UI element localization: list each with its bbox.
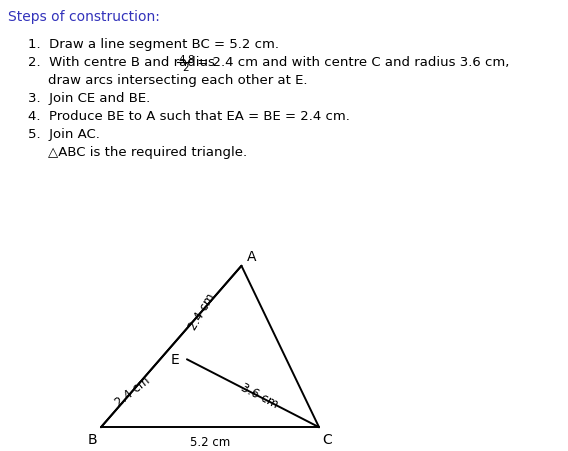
Text: 2.4 cm: 2.4 cm — [187, 290, 218, 331]
Text: 5.2 cm: 5.2 cm — [190, 435, 230, 448]
Text: 4.8: 4.8 — [178, 55, 195, 65]
Text: E: E — [170, 353, 179, 367]
Text: 4.  Produce BE to A such that EA = BE = 2.4 cm.: 4. Produce BE to A such that EA = BE = 2… — [28, 110, 350, 123]
Text: = 2.4 cm and with centre C and radius 3.6 cm,: = 2.4 cm and with centre C and radius 3.… — [193, 56, 509, 69]
Text: A: A — [247, 250, 256, 264]
Text: 2: 2 — [182, 63, 189, 73]
Text: 2.4 cm: 2.4 cm — [112, 374, 152, 409]
Text: 3.6 cm: 3.6 cm — [239, 381, 280, 410]
Text: △ABC is the required triangle.: △ABC is the required triangle. — [48, 146, 247, 159]
Text: 5.  Join AC.: 5. Join AC. — [28, 128, 100, 141]
Text: 1.  Draw a line segment BC = 5.2 cm.: 1. Draw a line segment BC = 5.2 cm. — [28, 38, 279, 51]
Text: B: B — [88, 433, 98, 446]
Text: 3.  Join CE and BE.: 3. Join CE and BE. — [28, 92, 151, 105]
Text: draw arcs intersecting each other at E.: draw arcs intersecting each other at E. — [48, 74, 307, 87]
Text: Steps of construction:: Steps of construction: — [8, 10, 160, 24]
Text: C: C — [323, 433, 332, 446]
Text: 2.  With centre B and radius: 2. With centre B and radius — [28, 56, 219, 69]
